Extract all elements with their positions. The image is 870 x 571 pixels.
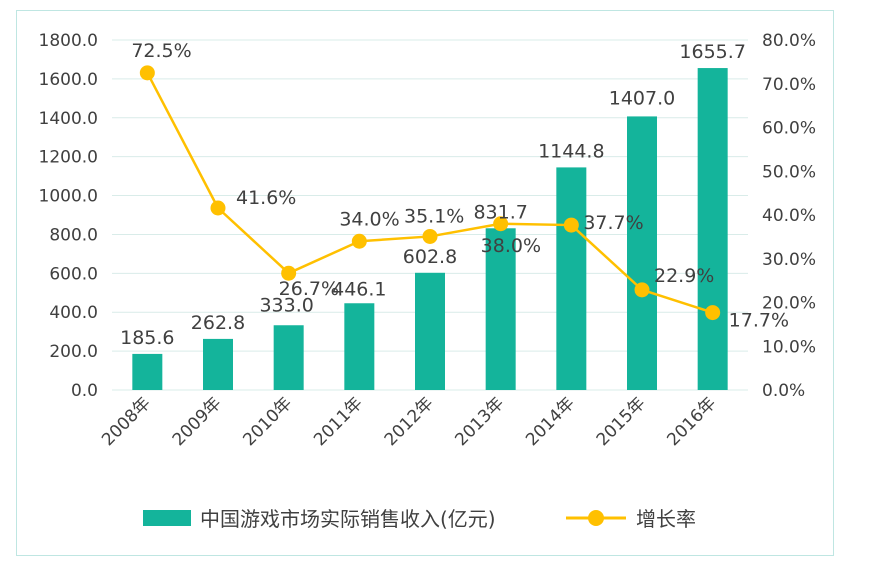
bar <box>697 68 728 390</box>
bar-data-label: 602.8 <box>403 246 457 268</box>
right-tick-label: 10.0% <box>762 337 816 357</box>
x-axis-ticks: 2008年 2009年 2010年 2011年 2012年 2013年 2014年 2015年… <box>98 393 720 450</box>
left-tick-label: 1600.0 <box>39 70 98 90</box>
x-tick-label: 2010年 <box>239 393 296 450</box>
x-tick-label: 2011年 <box>310 393 367 450</box>
x-tick-label: 2009年 <box>169 393 226 450</box>
legend-bar-swatch <box>143 510 191 526</box>
right-tick-label: 0.0% <box>762 381 805 401</box>
bar-data-label: 831.7 <box>473 201 527 223</box>
bar <box>627 116 657 391</box>
line-data-label: 37.7% <box>583 212 643 234</box>
legend-line-label: 增长率 <box>636 507 696 531</box>
bar-data-labels: 185.6 262.8 333.0 446.1 602.8 831.7 1144.8 1407… <box>120 41 746 349</box>
right-tick-label: 50.0% <box>762 162 816 182</box>
left-tick-label: 400.0 <box>49 303 98 323</box>
bar <box>132 353 163 390</box>
x-tick-label: 2012年 <box>381 393 438 450</box>
right-tick-label: 30.0% <box>762 250 816 270</box>
right-tick-label: 20.0% <box>762 294 816 314</box>
line-point <box>422 228 438 244</box>
line-point <box>493 216 509 232</box>
legend-bar-label: 中国游戏市场实际销售收入(亿元) <box>200 507 496 531</box>
left-tick-label: 1000.0 <box>39 187 98 207</box>
line-point <box>210 200 226 216</box>
bar <box>415 272 445 390</box>
right-tick-label: 80.0% <box>762 31 816 51</box>
bar-data-label: 333.0 <box>259 294 313 316</box>
right-tick-label: 60.0% <box>762 119 816 139</box>
left-tick-label: 1200.0 <box>39 148 98 168</box>
line-data-label: 41.6% <box>236 187 296 209</box>
bar-data-label: 1144.8 <box>538 140 604 162</box>
line-data-label: 38.0% <box>481 235 541 257</box>
x-tick-label: 2014年 <box>522 393 579 450</box>
bar-data-label: 185.6 <box>120 327 174 349</box>
right-axis-ticks: 0.0% 10.0% 20.0% 30.0% 40.0% 50.0% 60.0% 70.0% 8… <box>762 31 816 401</box>
line-data-label: 22.9% <box>654 265 714 287</box>
left-tick-label: 1400.0 <box>39 109 98 129</box>
line-point <box>634 282 650 298</box>
legend-line-marker <box>588 510 604 526</box>
bar-data-label: 1407.0 <box>609 87 675 109</box>
line-data-label: 72.5% <box>131 40 191 62</box>
bar <box>485 228 516 390</box>
line-point <box>139 65 155 81</box>
line-point <box>563 217 579 233</box>
legend: 中国游戏市场实际销售收入(亿元) 增长率 <box>143 507 696 531</box>
left-tick-label: 600.0 <box>49 264 98 284</box>
left-axis-ticks: 0.0 200.0 400.0 600.0 800.0 1000.0 1200.0 1400.… <box>39 31 98 401</box>
bar-data-label: 262.8 <box>191 312 245 334</box>
bar <box>344 303 375 390</box>
line-point <box>281 265 297 281</box>
bar <box>556 167 587 390</box>
left-tick-label: 200.0 <box>49 342 98 362</box>
line-data-label: 35.1% <box>404 205 464 227</box>
x-tick-label: 2015年 <box>593 393 650 450</box>
bar-series <box>132 68 728 391</box>
x-tick-label: 2013年 <box>451 393 508 450</box>
line-point <box>351 233 367 249</box>
line-data-labels: 72.5% 41.6% 26.7% 34.0% 35.1% 38.0% 37.7% 22.9%… <box>131 40 789 332</box>
bar <box>203 338 233 390</box>
x-tick-label: 2008年 <box>98 393 155 450</box>
left-tick-label: 0.0 <box>71 381 98 401</box>
line-data-label: 34.0% <box>339 208 399 230</box>
right-tick-label: 70.0% <box>762 75 816 95</box>
bar <box>273 325 304 390</box>
left-tick-label: 1800.0 <box>39 31 98 51</box>
line-data-label: 17.7% <box>729 310 789 332</box>
bar-data-label: 1655.7 <box>679 41 745 63</box>
line-data-label: 26.7% <box>279 278 339 300</box>
line-series <box>139 65 721 321</box>
right-tick-label: 40.0% <box>762 206 816 226</box>
left-tick-label: 800.0 <box>49 225 98 245</box>
bar-data-label: 446.1 <box>332 278 386 300</box>
line-point <box>705 305 721 321</box>
x-tick-label: 2016年 <box>663 393 720 450</box>
